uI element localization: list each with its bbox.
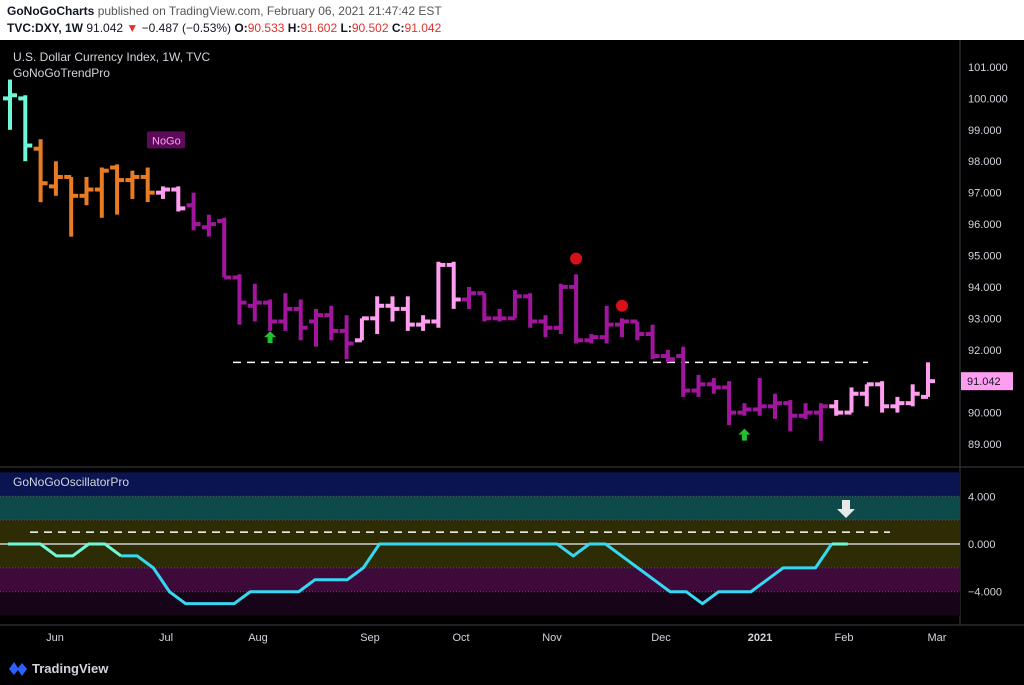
time-tick-label: Jul bbox=[159, 632, 173, 644]
time-tick-label: Nov bbox=[542, 632, 562, 644]
trend-indicator-label: GoNoGoTrendPro bbox=[13, 66, 110, 80]
osc-tick-label: 0.000 bbox=[968, 539, 996, 551]
publication-header: GoNoGoCharts published on TradingView.co… bbox=[0, 0, 1024, 40]
tradingview-logo-icon[interactable] bbox=[8, 660, 28, 678]
price-tick-label: 100.000 bbox=[968, 93, 1008, 105]
price-pane[interactable] bbox=[0, 45, 960, 466]
oscillator-line bbox=[8, 542, 122, 558]
time-tick-label: Sep bbox=[360, 632, 380, 644]
open-value: 90.533 bbox=[247, 21, 285, 35]
chart-svg[interactable]: 101.000 100.000 99.000 98.000 97.000 96.000 95… bbox=[0, 40, 1024, 652]
price-tick-label: 92.000 bbox=[968, 345, 1002, 357]
time-tick-label: 2021 bbox=[748, 632, 772, 644]
oscillator-title: GoNoGoOscillatorPro bbox=[13, 475, 129, 489]
nogo-tag-box bbox=[147, 131, 185, 149]
close-value: 91.042 bbox=[404, 21, 442, 35]
red-dot-marker bbox=[570, 252, 583, 265]
last-price-label: 91.042 bbox=[967, 376, 1001, 388]
published-text: published on TradingView.com, February 0… bbox=[97, 4, 442, 18]
osc-tick-label: 4.000 bbox=[968, 491, 996, 503]
publisher-line: GoNoGoCharts published on TradingView.co… bbox=[7, 4, 442, 18]
time-tick-label: Mar bbox=[928, 632, 947, 644]
nogo-tag-text: NoGo bbox=[152, 135, 181, 147]
time-tick-label: Feb bbox=[835, 632, 854, 644]
publisher-name[interactable]: GoNoGoCharts bbox=[7, 4, 95, 18]
down-triangle-icon: ▼ bbox=[126, 21, 139, 35]
chart-title: U.S. Dollar Currency Index, 1W, TVC bbox=[13, 50, 211, 64]
footer: TradingView bbox=[0, 652, 1024, 685]
low-label: L: bbox=[340, 21, 352, 35]
price-tick-label: 96.000 bbox=[968, 219, 1002, 231]
brand-name[interactable]: TradingView bbox=[32, 661, 109, 676]
osc-band-bottom bbox=[0, 591, 960, 616]
time-tick-label: Aug bbox=[248, 632, 268, 644]
high-label: H: bbox=[287, 21, 301, 35]
time-tick-label: Jun bbox=[46, 632, 64, 644]
red-dot-marker bbox=[616, 299, 628, 312]
low-value: 90.502 bbox=[351, 21, 389, 35]
price-tick-label: 90.000 bbox=[968, 408, 1002, 420]
last-price: 91.042 bbox=[86, 21, 124, 35]
osc-band-top bbox=[0, 472, 960, 497]
close-label: C: bbox=[391, 21, 405, 35]
green-up-arrow-icon bbox=[264, 331, 277, 344]
price-tick-label: 101.000 bbox=[968, 62, 1008, 74]
osc-band-upper bbox=[0, 496, 960, 521]
osc-band-lower bbox=[0, 567, 960, 592]
last-price-label-box bbox=[961, 372, 1013, 391]
price-tick-label: 98.000 bbox=[968, 156, 1002, 168]
osc-tick-label: −4.000 bbox=[968, 587, 1002, 599]
time-tick-label: Oct bbox=[452, 632, 469, 644]
price-tick-label: 93.000 bbox=[968, 313, 1002, 325]
open-label: O: bbox=[234, 21, 248, 35]
green-up-arrow-icon bbox=[738, 428, 751, 441]
symbol-label: TVC:DXY, 1W bbox=[7, 21, 84, 35]
white-down-arrow-icon bbox=[837, 500, 855, 518]
ohlc-legend: TVC:DXY, 1W 91.042 ▼ −0.487 (−0.53%) O:9… bbox=[7, 21, 441, 35]
price-tick-label: 99.000 bbox=[968, 125, 1002, 137]
high-value: 91.602 bbox=[300, 21, 338, 35]
price-change: −0.487 (−0.53%) bbox=[141, 21, 232, 35]
price-tick-label: 95.000 bbox=[968, 251, 1002, 263]
price-tick-label: 94.000 bbox=[968, 282, 1002, 294]
chart-area[interactable]: 101.000 100.000 99.000 98.000 97.000 96.000 95… bbox=[0, 40, 1024, 652]
price-tick-label: 89.000 bbox=[968, 439, 1002, 451]
price-tick-label: 97.000 bbox=[968, 188, 1002, 200]
oscillator-line bbox=[121, 542, 833, 606]
time-tick-label: Dec bbox=[651, 632, 671, 644]
